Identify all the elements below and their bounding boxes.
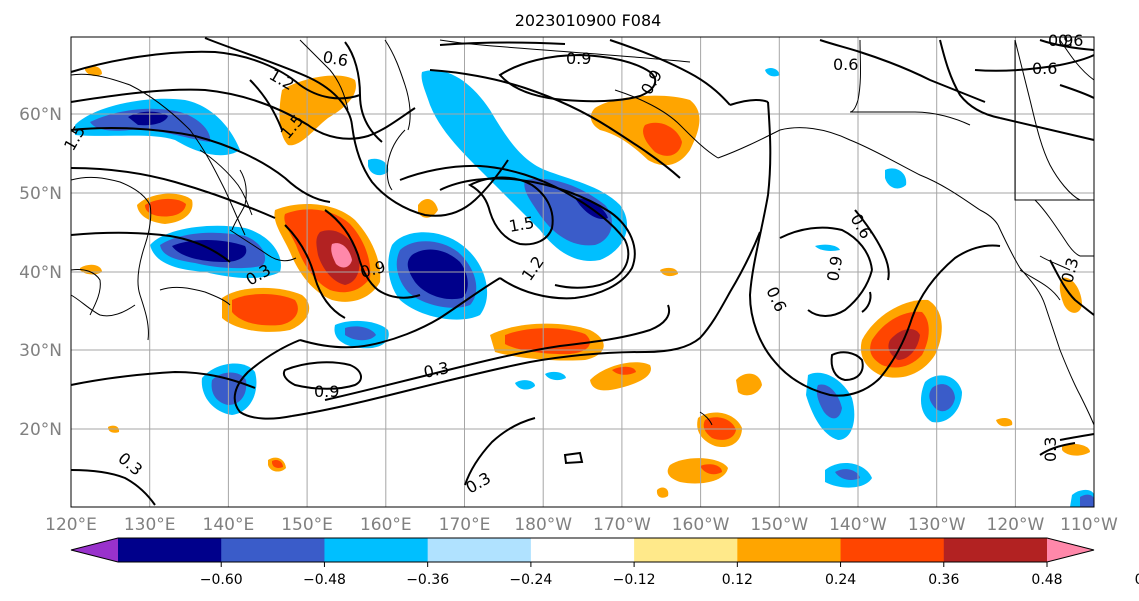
lon-label: 130°W <box>908 515 966 535</box>
map-frame <box>70 36 1095 508</box>
colorbar-segment <box>737 538 842 562</box>
colorbar-tick-label: −0.60 <box>200 572 243 588</box>
contour-label: 0.9 <box>314 382 339 401</box>
colorbar-tick-label: −0.36 <box>406 572 449 588</box>
lon-label: 130°E <box>124 515 176 535</box>
contour-label: 1.5 <box>507 213 535 236</box>
lon-label: 110°W <box>1060 515 1118 535</box>
contour-label: 0.6 <box>1058 31 1083 50</box>
positive-anomaly-region <box>667 458 728 484</box>
positive-anomaly-region <box>860 299 942 378</box>
colorbar-segment <box>427 538 532 562</box>
positive-anomaly-region <box>279 75 356 146</box>
colorbar-segment <box>840 538 945 562</box>
lat-label: 20°N <box>19 420 62 440</box>
lon-label: 140°E <box>203 515 255 535</box>
map-title: 2023010900 F084 <box>515 11 662 30</box>
contour-label: 0.6 <box>1032 59 1057 78</box>
colorbar-outline <box>70 537 1095 563</box>
colorbar: −0.60 −0.48 −0.36 −0.24 −0.12 0.12 0.24 0.36 0.4… <box>70 537 1139 588</box>
lat-label: 50°N <box>19 184 62 204</box>
contour-label: 0.3 <box>422 358 451 382</box>
colorbar-segments <box>70 537 1095 563</box>
lon-label: 140°W <box>829 515 887 535</box>
lon-label: 150°E <box>281 515 333 535</box>
latitude-labels: 60°N 50°N 40°N 30°N 20°N <box>19 105 62 440</box>
longitude-labels: 120°E 130°E 140°E 150°E 160°E 170°E 180°… <box>45 515 1118 535</box>
map-panel: 1.2 0.6 1.5 0.9 0.6 0.6 1.5 1.2 0.9 0.3 … <box>60 31 1095 508</box>
contour-label: 0.9 <box>823 254 846 282</box>
colorbar-segment <box>118 538 222 562</box>
contour-label: 0.6 <box>321 47 349 70</box>
colorbar-segment <box>634 538 738 562</box>
lon-label: 170°W <box>593 515 651 535</box>
lon-label: 180°W <box>514 515 572 535</box>
colorbar-tick-label: −0.24 <box>509 572 552 588</box>
graticule <box>71 37 1094 507</box>
negative-anomaly-region <box>368 67 1094 507</box>
colorbar-ticks: −0.60 −0.48 −0.36 −0.24 −0.12 0.12 0.24 0.36 0.4… <box>200 562 1139 588</box>
contour-label: 0.3 <box>1041 437 1060 462</box>
lat-label: 60°N <box>19 105 62 125</box>
colorbar-segment <box>943 538 1048 562</box>
positive-anomaly-region <box>590 362 651 391</box>
lon-label: 120°W <box>987 515 1045 535</box>
lon-label: 120°E <box>45 515 97 535</box>
contour-label: 0.9 <box>1048 31 1073 50</box>
lat-label: 30°N <box>19 341 62 361</box>
lat-label: 40°N <box>19 263 62 283</box>
colorbar-segment <box>221 538 325 562</box>
colorbar-tick-label: 0.48 <box>1031 572 1062 588</box>
colorbar-extend-max <box>1047 538 1094 562</box>
colorbar-tick-label: 0.36 <box>928 572 959 588</box>
colorbar-tick-label: −0.48 <box>303 572 346 588</box>
colorbar-tick-label: 0.24 <box>825 572 856 588</box>
contour-label: 0.6 <box>833 55 858 74</box>
contour-lines <box>70 37 1095 506</box>
colorbar-tick-label: 0.12 <box>722 572 753 588</box>
positive-anomaly-region <box>490 323 604 361</box>
negative-anomaly-region <box>825 463 872 488</box>
contour-label: 0.9 <box>566 49 591 68</box>
negative-anomaly-region <box>334 320 389 349</box>
colorbar-tick-label: −0.12 <box>613 572 656 588</box>
lon-label: 150°W <box>750 515 808 535</box>
colorbar-extend-min <box>71 538 118 562</box>
colorbar-tick-label: 0.60 <box>1135 572 1139 588</box>
colorbar-segment <box>324 538 429 562</box>
colorbar-segment <box>530 538 635 562</box>
lon-label: 160°W <box>672 515 730 535</box>
lon-label: 160°E <box>360 515 412 535</box>
lon-label: 170°E <box>439 515 491 535</box>
positive-anomaly-region <box>590 95 700 166</box>
negative-anomaly-region <box>920 375 962 423</box>
positive-anomaly-region <box>222 287 310 332</box>
